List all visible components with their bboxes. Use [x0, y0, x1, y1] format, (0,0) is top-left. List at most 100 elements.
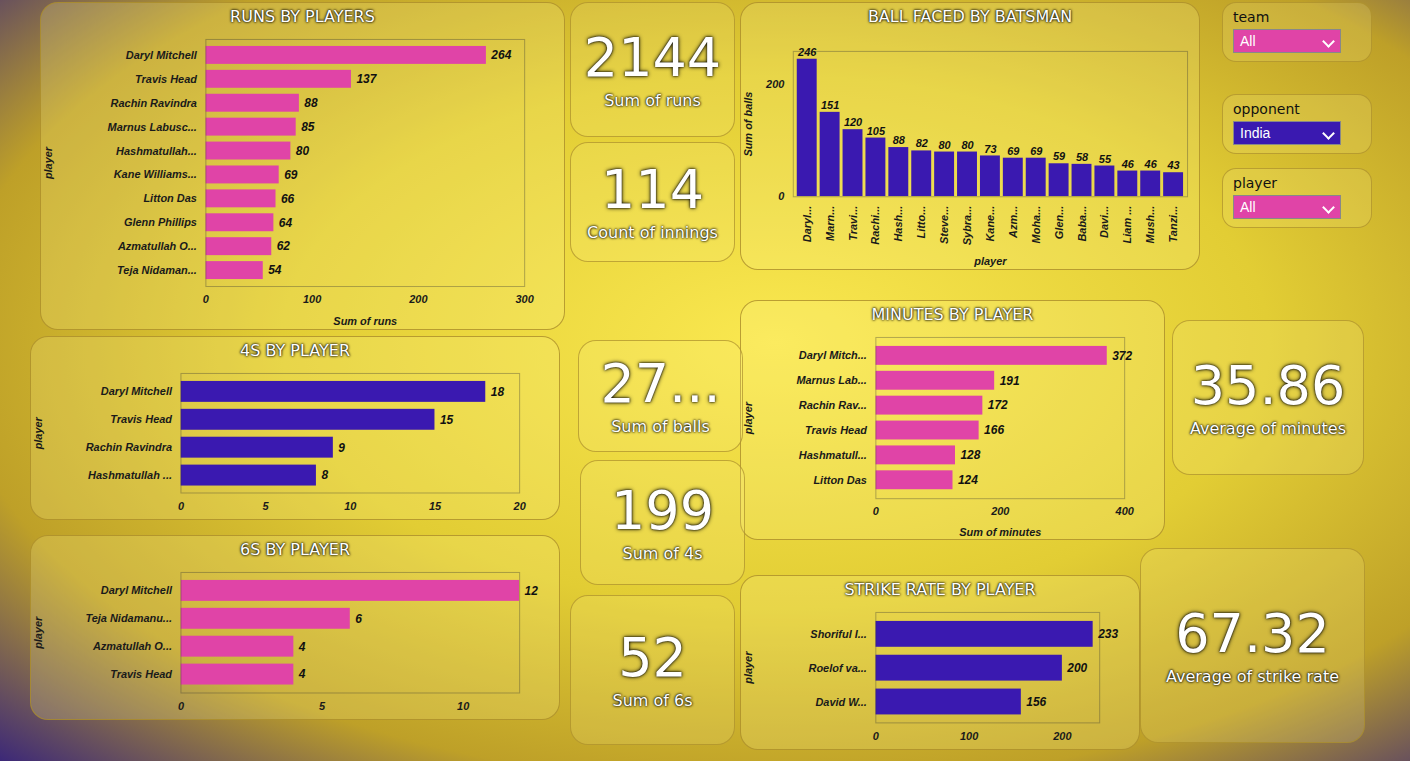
svg-text:156: 156: [1026, 695, 1046, 709]
svg-text:Sybra...: Sybra...: [961, 206, 973, 246]
svg-text:Sum of balls: Sum of balls: [742, 92, 754, 157]
svg-text:Roelof va...: Roelof va...: [809, 662, 867, 674]
svg-text:4: 4: [298, 667, 306, 681]
svg-text:124: 124: [958, 473, 978, 487]
svg-text:400: 400: [1115, 505, 1134, 517]
svg-text:Litto...: Litto...: [915, 206, 927, 239]
svg-text:0: 0: [873, 730, 879, 742]
svg-text:200: 200: [408, 293, 427, 305]
svg-text:Rachin Ravindra: Rachin Ravindra: [86, 441, 172, 453]
svg-text:Litton Das: Litton Das: [143, 192, 196, 204]
svg-text:0: 0: [178, 500, 184, 512]
svg-text:88: 88: [304, 96, 318, 110]
svg-text:200: 200: [1066, 661, 1087, 675]
svg-text:Glenn Phillips: Glenn Phillips: [124, 216, 197, 228]
svg-text:Baba...: Baba...: [1076, 206, 1088, 242]
svg-text:Teja Nidaman...: Teja Nidaman...: [117, 264, 197, 276]
svg-text:46: 46: [1144, 158, 1158, 170]
svg-text:Azmatullah O...: Azmatullah O...: [117, 240, 197, 252]
svg-text:Marn...: Marn...: [824, 206, 836, 241]
svg-text:Travis Head: Travis Head: [110, 413, 172, 425]
svg-text:Davi...: Davi...: [1098, 206, 1110, 238]
svg-text:Azm...: Azm...: [1007, 206, 1019, 239]
svg-text:80: 80: [296, 144, 310, 158]
svg-text:Daryl...: Daryl...: [801, 206, 813, 242]
svg-text:10: 10: [344, 500, 356, 512]
svg-text:0: 0: [178, 700, 184, 712]
svg-text:Travis Head: Travis Head: [805, 424, 867, 436]
svg-text:0: 0: [873, 505, 879, 517]
svg-text:8: 8: [321, 468, 328, 482]
svg-text:264: 264: [490, 48, 511, 62]
svg-text:Hashmatullah ...: Hashmatullah ...: [88, 469, 172, 481]
svg-text:10: 10: [457, 700, 469, 712]
svg-text:player: player: [32, 616, 44, 650]
svg-text:88: 88: [893, 134, 906, 146]
svg-text:6: 6: [355, 612, 362, 626]
svg-text:Travis Head: Travis Head: [110, 668, 172, 680]
svg-text:73: 73: [984, 142, 996, 154]
svg-text:85: 85: [301, 120, 315, 134]
svg-text:58: 58: [1076, 151, 1089, 163]
svg-text:62: 62: [277, 239, 291, 253]
svg-text:Liam ...: Liam ...: [1121, 206, 1133, 244]
svg-text:0: 0: [778, 190, 784, 202]
svg-text:46: 46: [1121, 158, 1135, 170]
svg-text:105: 105: [867, 125, 886, 137]
svg-text:Travis Head: Travis Head: [135, 73, 197, 85]
svg-text:Sum of runs: Sum of runs: [333, 315, 397, 327]
svg-text:Hashmatullah...: Hashmatullah...: [116, 145, 197, 157]
svg-text:Daryl Mitchell: Daryl Mitchell: [126, 49, 198, 61]
svg-text:Daryl Mitchell: Daryl Mitchell: [101, 385, 173, 397]
svg-text:80: 80: [961, 139, 973, 151]
svg-text:Hash...: Hash...: [892, 206, 904, 242]
svg-text:Mush...: Mush...: [1144, 206, 1156, 244]
svg-text:Kane Williams...: Kane Williams...: [114, 168, 197, 180]
svg-text:172: 172: [988, 398, 1008, 412]
svg-text:player: player: [742, 401, 754, 435]
svg-text:191: 191: [1000, 374, 1020, 388]
svg-text:200: 200: [765, 78, 784, 90]
svg-text:233: 233: [1097, 627, 1118, 641]
svg-text:9: 9: [338, 441, 345, 455]
svg-text:54: 54: [268, 263, 282, 277]
svg-text:Travi...: Travi...: [847, 206, 859, 241]
svg-text:Shoriful I...: Shoriful I...: [810, 628, 867, 640]
svg-text:128: 128: [960, 448, 980, 462]
svg-text:Tanzi...: Tanzi...: [1167, 206, 1179, 243]
svg-text:Daryl Mitch...: Daryl Mitch...: [799, 349, 867, 361]
svg-text:43: 43: [1167, 159, 1180, 171]
svg-text:300: 300: [516, 293, 534, 305]
svg-text:20: 20: [513, 500, 526, 512]
svg-text:player: player: [42, 146, 54, 180]
svg-text:66: 66: [281, 192, 295, 206]
svg-text:Marnus Lab...: Marnus Lab...: [796, 374, 867, 386]
svg-text:69: 69: [284, 168, 298, 182]
svg-text:200: 200: [1052, 730, 1071, 742]
svg-text:Rachi...: Rachi...: [869, 206, 881, 245]
svg-text:Hashmatull...: Hashmatull...: [799, 449, 867, 461]
svg-text:Daryl Mitchell: Daryl Mitchell: [101, 584, 173, 596]
svg-text:Moha...: Moha...: [1030, 206, 1042, 244]
svg-text:100: 100: [303, 293, 321, 305]
svg-text:Sum of minutes: Sum of minutes: [959, 526, 1041, 538]
svg-text:15: 15: [440, 413, 454, 427]
svg-text:player: player: [973, 255, 1007, 267]
svg-text:120: 120: [844, 116, 862, 128]
svg-text:Kane...: Kane...: [984, 206, 996, 242]
svg-text:200: 200: [990, 505, 1009, 517]
svg-text:64: 64: [279, 216, 293, 230]
svg-text:18: 18: [491, 385, 505, 399]
svg-text:82: 82: [916, 137, 928, 149]
svg-text:Azmatullah O...: Azmatullah O...: [92, 640, 172, 652]
svg-text:151: 151: [821, 99, 839, 111]
svg-text:player: player: [742, 651, 754, 685]
svg-text:Marnus Labusc...: Marnus Labusc...: [108, 121, 197, 133]
svg-text:Rachin Ravindra: Rachin Ravindra: [111, 97, 197, 109]
svg-text:Litton Das: Litton Das: [813, 474, 866, 486]
svg-text:166: 166: [984, 423, 1004, 437]
svg-text:player: player: [32, 416, 44, 450]
svg-text:Teja Nidamanu...: Teja Nidamanu...: [85, 612, 172, 624]
svg-text:15: 15: [429, 500, 442, 512]
svg-text:100: 100: [960, 730, 978, 742]
